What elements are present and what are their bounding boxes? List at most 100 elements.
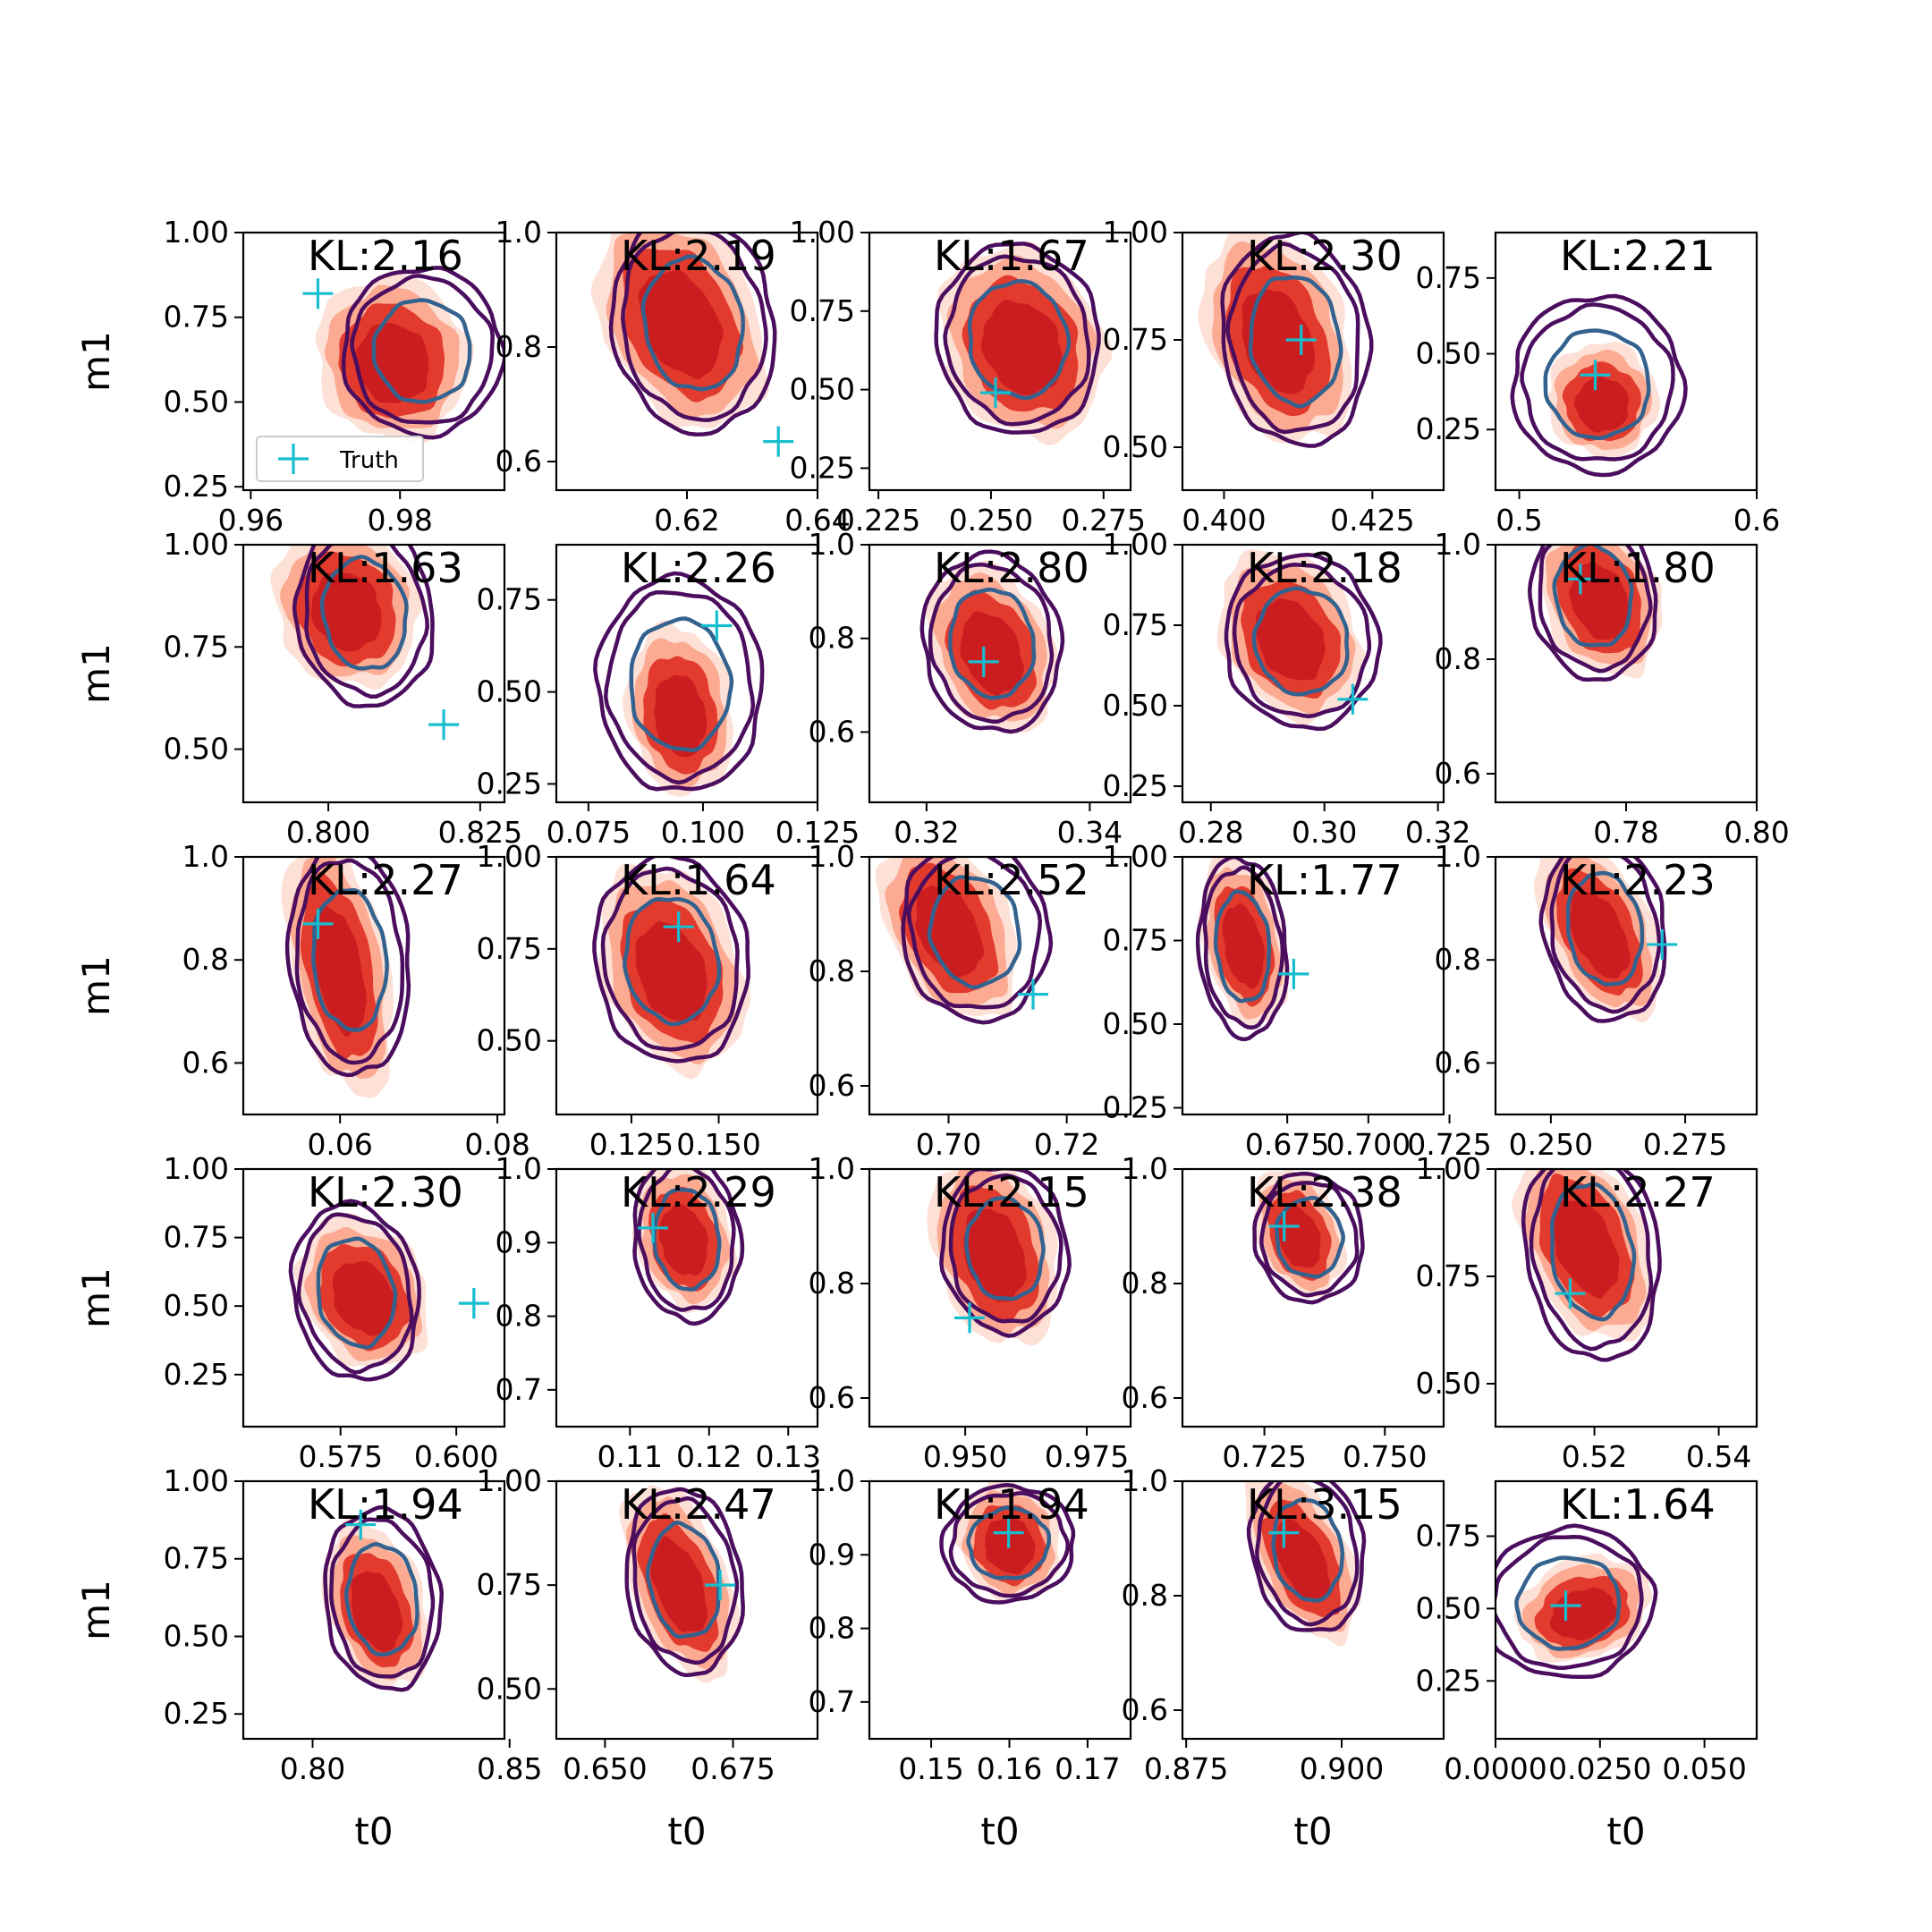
truth-marker — [1337, 683, 1368, 715]
y-tick-label: 1.00 — [477, 1463, 542, 1498]
y-axis-label: m1 — [74, 1580, 118, 1640]
x-tick-label: 0.150 — [676, 1127, 760, 1162]
y-tick-label: 0.75 — [477, 1567, 542, 1602]
y-axis-label: m1 — [74, 331, 118, 392]
axes-frame — [1181, 1479, 1445, 1741]
plot-area — [1244, 1481, 1367, 1647]
kl-label: KL:2.29 — [621, 1168, 776, 1216]
x-tick-label: 0.950 — [923, 1439, 1007, 1474]
kl-label: KL:1.77 — [1247, 856, 1402, 904]
x-tick-label: 0.0250 — [1548, 1751, 1651, 1786]
y-axis-label: m1 — [74, 643, 118, 704]
y-tick-label: 0.50 — [477, 1671, 542, 1706]
y-tick-label: 1.0 — [809, 1151, 855, 1186]
y-tick-label: 0.6 — [809, 1068, 855, 1103]
posterior-density-level-4 — [1274, 1519, 1331, 1601]
reference-contour-1 — [288, 1199, 421, 1382]
truth-marker — [1018, 979, 1048, 1010]
axes-frame — [868, 855, 1132, 1116]
kl-label: KL:2.80 — [934, 544, 1089, 592]
x-tick-label: 0.800 — [286, 815, 370, 850]
plot-area — [1195, 857, 1309, 1042]
x-tick-label: 0.5 — [1496, 503, 1542, 538]
panel-2-1: KL:1.63 0.800 0.825 0.50 0.75 1.00 m1 — [74, 527, 522, 850]
kl-label: KL:3.15 — [1247, 1480, 1402, 1529]
reference-contour-1 — [1195, 857, 1290, 1042]
y-tick-label: 1.0 — [809, 1463, 855, 1498]
x-tick-label: 0.28 — [1178, 815, 1243, 850]
plot-area — [302, 266, 504, 444]
truth-marker — [1285, 325, 1317, 355]
x-tick-label: 0.750 — [1343, 1439, 1427, 1474]
y-tick-label: 0.8 — [182, 942, 229, 977]
truth-marker — [701, 610, 733, 641]
posterior-density-level-4 — [1241, 289, 1315, 394]
y-tick-label: 0.6 — [809, 714, 855, 749]
reference-contour-3 — [311, 888, 389, 1032]
reference-contour-1 — [592, 857, 750, 1063]
reference-contour-3 — [1565, 870, 1645, 987]
reference-contour-3 — [319, 555, 409, 671]
kl-label: KL:1.80 — [1560, 544, 1716, 592]
reference-contour-3 — [964, 1196, 1046, 1301]
x-tick-label: 0.64 — [784, 503, 850, 538]
axes-frame — [1494, 855, 1758, 1116]
x-axis-label: t0 — [1606, 1809, 1645, 1853]
axes-frame — [242, 1479, 506, 1741]
y-tick-label: 0.50 — [164, 732, 229, 767]
reference-contour-1 — [1220, 233, 1374, 448]
y-tick-label: 0.25 — [164, 469, 229, 504]
reference-contour-1 — [1496, 1523, 1658, 1680]
reference-contour-2 — [1496, 1535, 1644, 1670]
plot-area — [1512, 1169, 1662, 1362]
axes-frame — [1494, 231, 1758, 492]
legend-label: Truth — [339, 447, 399, 474]
y-tick-label: 1.00 — [1103, 839, 1168, 874]
reference-contour-1 — [323, 1504, 445, 1692]
kl-label: KL:2.15 — [934, 1168, 1089, 1216]
truth-marker — [302, 278, 334, 309]
kl-label: KL:1.94 — [934, 1480, 1089, 1529]
y-tick-label: 0.25 — [1416, 411, 1481, 446]
x-tick-label: 0.98 — [367, 503, 432, 538]
reference-contour-2 — [296, 1212, 414, 1375]
reference-contour-2 — [906, 857, 1043, 1010]
y-tick-label: 0.8 — [496, 1299, 542, 1334]
y-tick-label: 0.50 — [790, 372, 855, 407]
x-tick-label: 0.80 — [280, 1751, 345, 1786]
reference-contour-3 — [1248, 275, 1343, 409]
plot-area — [593, 571, 765, 797]
plot-area — [1527, 545, 1663, 682]
reference-contour-3 — [371, 298, 472, 404]
y-tick-label: 0.75 — [1103, 322, 1168, 357]
y-tick-label: 1.0 — [182, 839, 229, 874]
y-tick-label: 0.50 — [1416, 1366, 1481, 1401]
y-tick-label: 1.00 — [164, 527, 229, 562]
x-tick-label: 0.52 — [1562, 1439, 1627, 1474]
y-tick-label: 0.50 — [1416, 336, 1481, 371]
plot-area — [1198, 233, 1374, 448]
plot-area — [934, 241, 1113, 446]
axes-frame — [868, 1167, 1132, 1428]
y-tick-label: 0.25 — [1103, 1090, 1168, 1125]
y-tick-label: 0.6 — [809, 1380, 855, 1415]
reference-contour-2 — [943, 254, 1091, 427]
y-tick-label: 0.25 — [164, 1357, 229, 1392]
kl-label: KL:2.27 — [1560, 1168, 1716, 1216]
x-tick-label: 0.250 — [1509, 1127, 1593, 1162]
reference-contour-3 — [640, 254, 745, 392]
y-tick-label: 0.75 — [790, 293, 855, 328]
reference-contour-2 — [603, 589, 756, 785]
reference-contour-2 — [637, 1169, 736, 1312]
axes-frame — [868, 231, 1132, 492]
reference-contour-2 — [948, 1173, 1063, 1324]
kl-label: KL:2.38 — [1247, 1168, 1402, 1216]
panel-4-5: KL:2.27 0.52 0.54 0.50 0.75 1.00 — [1416, 1151, 1758, 1474]
y-tick-label: 0.50 — [1416, 1590, 1481, 1625]
truth-marker — [302, 908, 334, 939]
plot-area — [270, 545, 460, 741]
x-tick-label: 0.575 — [298, 1439, 382, 1474]
kl-label: KL:2.27 — [308, 856, 463, 904]
